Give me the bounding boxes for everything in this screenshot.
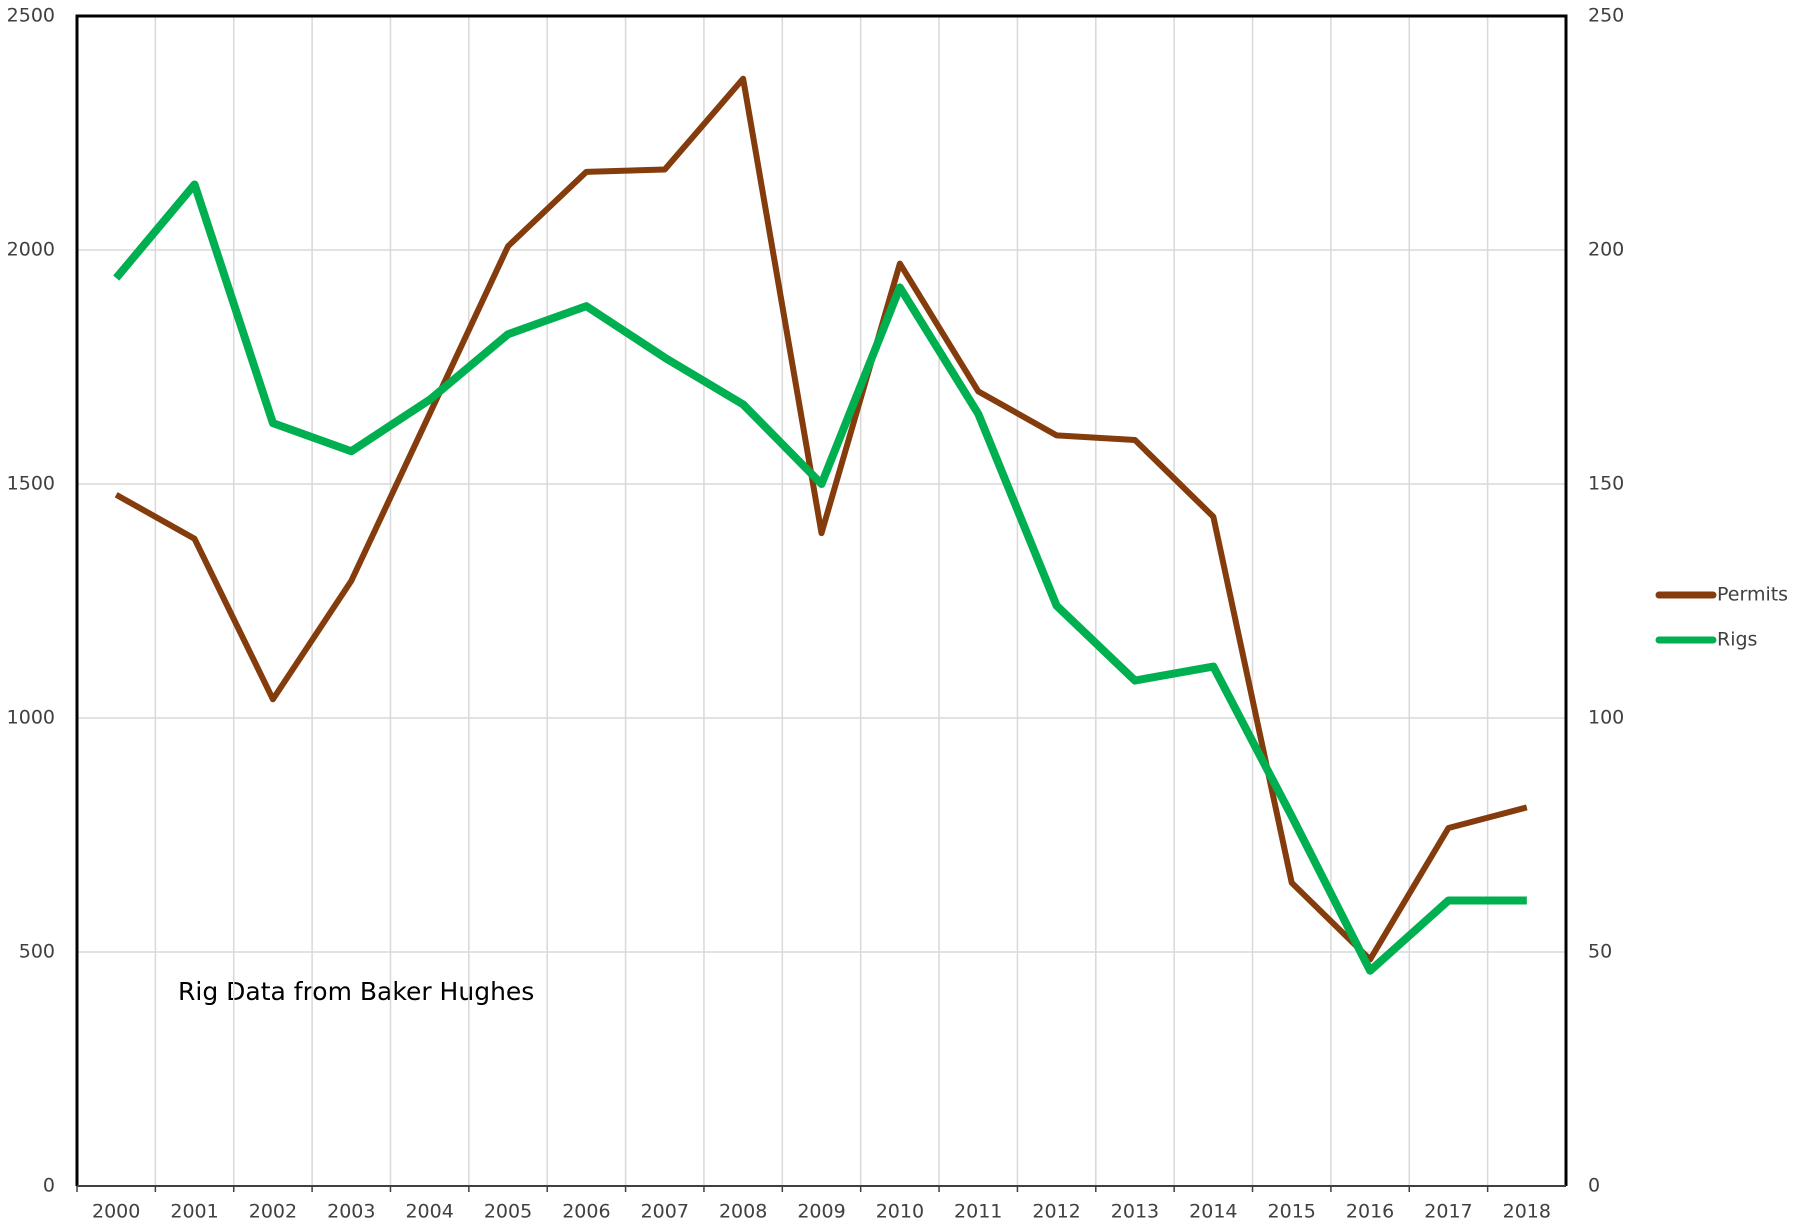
x-tick-label: 2008 [719,1201,767,1223]
series-line [113,180,1527,975]
y-tick-label: 2500 [7,5,55,27]
x-tick-label: 2015 [1268,1201,1316,1223]
y-tick-label: 1000 [7,707,55,729]
x-tick-label: 2004 [405,1201,453,1223]
x-tick-label: 2013 [1111,1201,1159,1223]
plot-border [75,14,1568,1186]
series-line [114,75,1528,963]
y2-tick-label: 50 [1588,941,1612,963]
x-tick-label: 2006 [562,1201,610,1223]
x-tick-label: 2007 [641,1201,689,1223]
y-tick-label: 1500 [7,473,55,495]
x-tick-label: 2000 [92,1201,140,1223]
x-tick-label: 2003 [327,1201,375,1223]
y2-tick-label: 150 [1588,473,1624,495]
x-tick-label: 2010 [876,1201,924,1223]
x-tick-label: 2002 [249,1201,297,1223]
y-tick-label: 500 [19,941,55,963]
x-tick-label: 2014 [1189,1201,1237,1223]
y-tick-label: 2000 [7,239,55,261]
y2-tick-label: 200 [1588,239,1624,261]
legend-label: Rigs [1717,629,1757,651]
y2-tick-label: 0 [1588,1175,1600,1197]
y2-tick-label: 250 [1588,5,1624,27]
y2-tick-label: 100 [1588,707,1624,729]
x-tick-label: 2011 [954,1201,1002,1223]
y-tick-label: 0 [43,1175,55,1197]
legend-label: Permits [1717,584,1788,606]
annotation: Rig Data from Baker Hughes [178,977,534,1006]
x-tick-label: 2012 [1032,1201,1080,1223]
x-tick-label: 2001 [170,1201,218,1223]
x-tick-label: 2017 [1424,1201,1472,1223]
x-tick-label: 2005 [484,1201,532,1223]
x-tick-label: 2009 [797,1201,845,1223]
x-tick-label: 2018 [1503,1201,1551,1223]
x-tick-label: 2016 [1346,1201,1394,1223]
